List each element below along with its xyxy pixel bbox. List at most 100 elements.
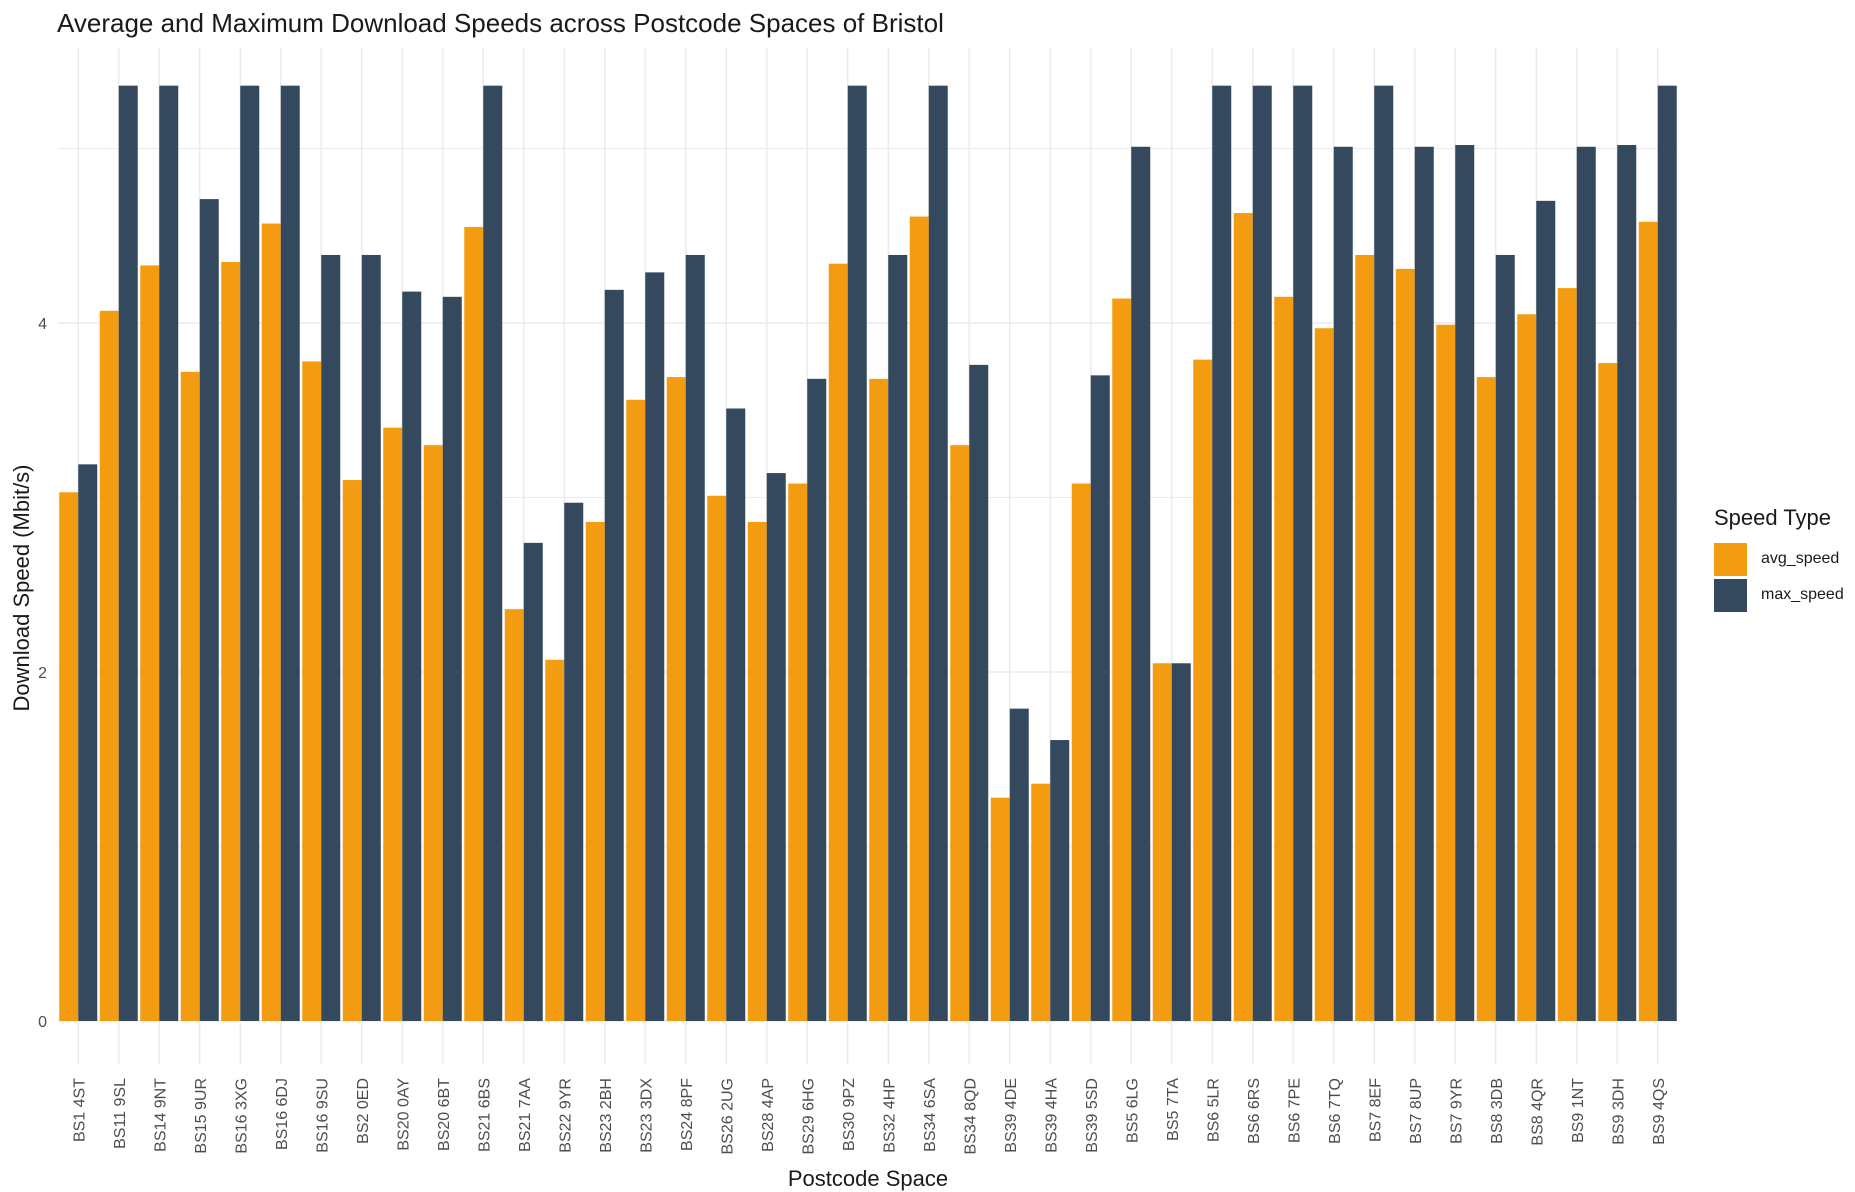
legend-label-max-speed: max_speed [1761, 586, 1844, 603]
bar-max-speed-19 [807, 378, 827, 1022]
legend-label-avg-speed: avg_speed [1761, 550, 1840, 567]
x-tick-label: BS39 5SD [1084, 1078, 1101, 1153]
x-tick-label: BS7 8UP [1408, 1078, 1425, 1144]
bar-avg-speed-18 [747, 521, 767, 1021]
x-tick-label: BS9 4QS [1651, 1078, 1668, 1145]
bar-max-speed-15 [645, 272, 665, 1021]
bar-avg-speed-20 [828, 263, 848, 1021]
x-tick-label: BS8 3DB [1489, 1078, 1506, 1144]
bar-avg-speed-24 [990, 797, 1010, 1021]
bar-max-speed-10 [442, 296, 462, 1021]
x-tick-label: BS28 4AP [760, 1078, 777, 1152]
bar-avg-speed-2 [99, 310, 119, 1021]
bar-max-speed-38 [1576, 146, 1596, 1021]
x-tick-label: BS7 8EF [1367, 1078, 1384, 1142]
bar-max-speed-26 [1090, 375, 1110, 1022]
bar-avg-speed-6 [261, 223, 281, 1021]
bar-avg-speed-26 [1071, 483, 1091, 1021]
bar-max-speed-40 [1657, 85, 1677, 1022]
bar-max-speed-2 [118, 85, 138, 1022]
x-axis-title: Postcode Space [788, 1166, 948, 1191]
x-tick-label: BS24 8PF [679, 1078, 696, 1151]
x-tick-label: BS6 7TQ [1327, 1078, 1344, 1144]
x-tick-label: BS22 9YR [557, 1078, 574, 1153]
bar-avg-speed-37 [1517, 314, 1537, 1021]
chart-title: Average and Maximum Download Speeds acro… [57, 8, 944, 38]
bar-max-speed-17 [726, 408, 746, 1021]
bar-max-speed-29 [1212, 85, 1232, 1022]
x-tick-label: BS30 9PZ [841, 1078, 858, 1151]
bar-max-speed-32 [1333, 146, 1353, 1021]
x-tick-label: BS21 6BS [476, 1078, 493, 1152]
x-tick-label: BS16 6DJ [274, 1078, 291, 1150]
y-axis-ticks: 0 2 4 [38, 316, 47, 1031]
bar-max-speed-36 [1495, 254, 1515, 1021]
x-tick-label: BS5 7TA [1165, 1078, 1182, 1141]
x-tick-label: BS20 0AY [395, 1078, 412, 1151]
x-tick-label: BS1 4ST [71, 1078, 88, 1142]
x-tick-label: BS29 6HG [800, 1078, 817, 1154]
legend-swatch-avg-speed [1714, 542, 1747, 576]
x-tick-label: BS5 6LG [1124, 1078, 1141, 1143]
x-tick-label: BS7 9YR [1448, 1078, 1465, 1144]
x-tick-label: BS21 7AA [517, 1078, 534, 1152]
bar-max-speed-14 [604, 289, 624, 1022]
bar-avg-speed-9 [383, 427, 403, 1021]
bar-avg-speed-16 [666, 377, 686, 1022]
bar-max-speed-18 [766, 473, 786, 1021]
bar-max-speed-27 [1131, 146, 1151, 1021]
x-tick-label: BS14 9NT [152, 1078, 169, 1152]
bar-avg-speed-4 [180, 371, 200, 1021]
y-tick-label: 4 [38, 316, 47, 333]
x-tick-label: BS8 4QR [1529, 1078, 1546, 1146]
bar-avg-speed-14 [585, 521, 605, 1021]
bar-avg-speed-39 [1598, 363, 1618, 1021]
x-tick-label: BS16 3XG [233, 1078, 250, 1154]
bar-max-speed-23 [969, 364, 989, 1021]
x-tick-label: BS6 6RS [1246, 1078, 1263, 1144]
bar-avg-speed-13 [545, 659, 565, 1021]
y-axis-title: Download Speed (Mbit/s) [9, 464, 34, 711]
bar-avg-speed-21 [869, 378, 889, 1022]
bar-avg-speed-1 [59, 492, 79, 1021]
bar-max-speed-31 [1293, 85, 1313, 1022]
x-tick-label: BS39 4HA [1043, 1078, 1060, 1153]
bar-max-speed-1 [78, 464, 98, 1022]
bar-max-speed-9 [402, 291, 422, 1022]
bar-max-speed-28 [1171, 663, 1191, 1021]
bar-avg-speed-40 [1638, 221, 1658, 1022]
grid-lines [58, 48, 1678, 1064]
y-tick-label: 0 [38, 1014, 47, 1031]
bar-avg-speed-17 [707, 495, 727, 1021]
bar-avg-speed-33 [1355, 254, 1375, 1021]
bar-max-speed-12 [523, 542, 543, 1021]
bar-avg-speed-32 [1314, 328, 1334, 1021]
bar-max-speed-7 [321, 254, 341, 1021]
bar-max-speed-6 [280, 85, 300, 1022]
x-tick-label: BS23 3DX [638, 1078, 655, 1153]
bar-max-speed-35 [1455, 145, 1475, 1021]
bar-avg-speed-19 [788, 483, 808, 1021]
bar-avg-speed-28 [1152, 663, 1172, 1021]
bar-avg-speed-3 [140, 265, 160, 1021]
legend-title: Speed Type [1714, 505, 1832, 530]
x-tick-label: BS2 0ED [355, 1078, 372, 1144]
bar-max-speed-21 [888, 254, 908, 1021]
bar-avg-speed-34 [1395, 268, 1415, 1021]
legend: Speed Type avg_speed max_speed [1714, 505, 1844, 613]
bar-max-speed-30 [1252, 85, 1272, 1022]
y-tick-label: 2 [38, 665, 47, 682]
bar-max-speed-20 [847, 85, 867, 1022]
bar-avg-speed-10 [423, 445, 443, 1021]
x-tick-label: BS16 9SU [314, 1078, 331, 1153]
bar-max-speed-34 [1414, 146, 1434, 1021]
bar-max-speed-13 [564, 502, 584, 1021]
x-axis-ticks: BS1 4ST BS11 9SL BS14 9NT BS15 9UR BS16 3XG B… [71, 1078, 1668, 1155]
bar-avg-speed-7 [302, 361, 322, 1021]
bar-avg-speed-38 [1557, 288, 1577, 1022]
bar-max-speed-16 [685, 254, 705, 1021]
bar-avg-speed-5 [221, 261, 241, 1021]
x-tick-label: BS32 4HP [881, 1078, 898, 1153]
bar-max-speed-5 [240, 85, 260, 1022]
